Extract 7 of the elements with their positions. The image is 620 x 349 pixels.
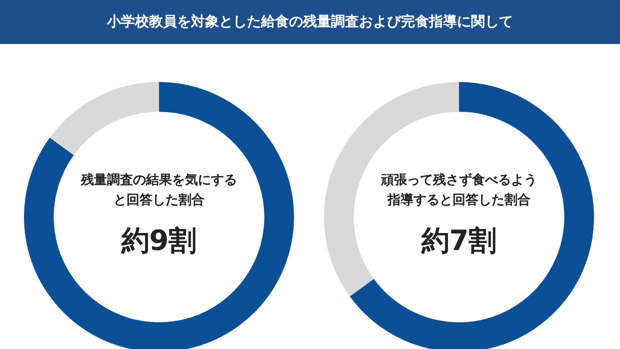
chart-title: 小学校教員を対象とした給食の残量調査および完食指導に関して bbox=[0, 0, 620, 44]
text: 指導すると回答した割合 bbox=[388, 192, 530, 210]
text: と回答した割合 bbox=[114, 192, 204, 210]
text: 約7割 bbox=[421, 223, 497, 259]
text: 約9割 bbox=[121, 223, 197, 259]
text: 残量調査の結果を気にする bbox=[81, 172, 237, 190]
text: 頑張って残さず食べるよう bbox=[381, 172, 537, 190]
